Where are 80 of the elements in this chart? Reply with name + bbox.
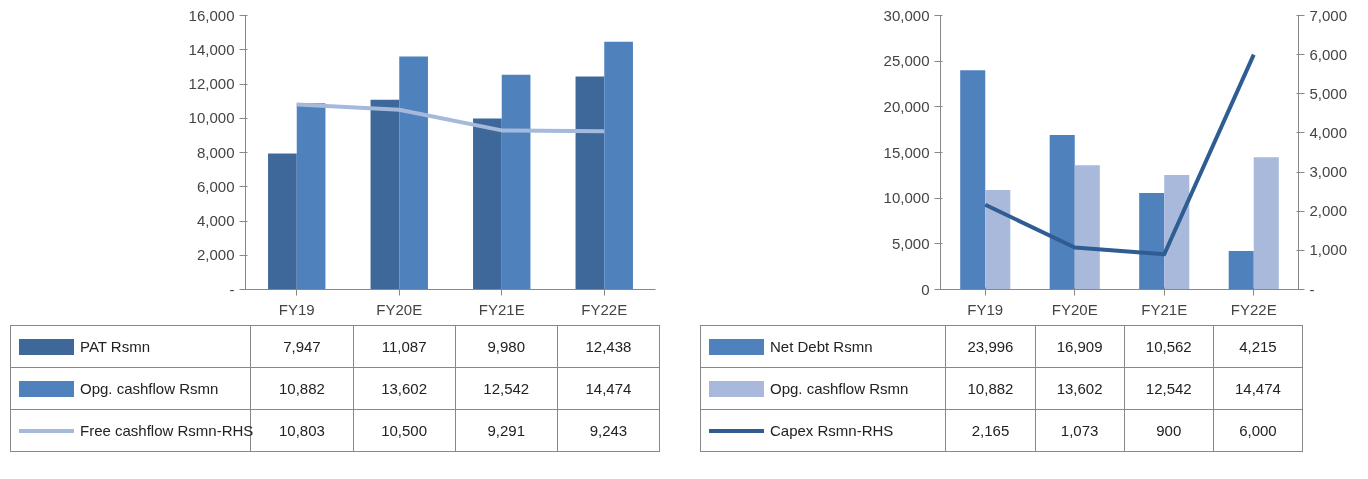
x-tick-label: FY21E: [478, 300, 525, 318]
x-tick-label: FY20E: [1051, 300, 1098, 318]
legend-label: Net Debt Rsmn: [770, 338, 873, 356]
data-label: 14,474: [1213, 367, 1303, 410]
data-label: 9,291: [455, 409, 558, 452]
data-label: 12,542: [1124, 367, 1214, 410]
y-tick-label: 8,000: [196, 143, 235, 161]
legend-label: Opg. cashflow Rsmn: [770, 380, 909, 398]
legend-label: Capex Rsmn-RHS: [770, 422, 894, 440]
bar: [399, 56, 428, 290]
y-tick-label: 5,000: [891, 234, 930, 252]
bar: [1049, 135, 1075, 290]
data-label: 16,909: [1035, 325, 1125, 368]
bar: [1164, 174, 1190, 290]
data-label: 23,996: [945, 325, 1036, 368]
bar: [985, 190, 1011, 290]
data-label: 7,947: [250, 325, 354, 368]
x-tick-label: FY20E: [376, 300, 423, 318]
legend-label: PAT Rsmn: [80, 338, 151, 356]
data-label: 9,980: [455, 325, 558, 368]
x-tick-label: FY19: [278, 300, 315, 318]
data-label: 10,562: [1124, 325, 1214, 368]
data-label: 12,542: [455, 367, 558, 410]
y2-tick-label: -: [1309, 280, 1315, 298]
legend-label: Free cashflow Rsmn-RHS: [80, 422, 254, 440]
bar: [501, 74, 531, 290]
data-label: 9,243: [557, 409, 660, 452]
y2-tick-label: 7,000: [1309, 6, 1348, 24]
y-tick-label: 20,000: [883, 97, 930, 115]
x-tick-label: FY22E: [581, 300, 628, 318]
x-tick-label: FY21E: [1141, 300, 1188, 318]
data-label: 10,803: [278, 421, 325, 439]
data-label: 900: [1124, 409, 1214, 452]
bar: [1074, 165, 1100, 290]
y-tick-label: 15,000: [883, 143, 930, 161]
data-label: 10,882: [945, 367, 1036, 410]
y2-tick-label: 1,000: [1309, 241, 1348, 259]
line-series: [983, 52, 1256, 257]
y2-tick-label: 5,000: [1309, 84, 1348, 102]
y-tick-label: -: [229, 280, 235, 298]
data-label: 10,500: [353, 409, 456, 452]
data-label: 14,474: [557, 367, 660, 410]
y2-tick-label: 6,000: [1309, 45, 1348, 63]
y-tick-label: 6,000: [196, 177, 235, 195]
data-label: 6,000: [1213, 409, 1303, 452]
y-tick-label: 10,000: [188, 109, 235, 127]
y-tick-label: 2,000: [196, 246, 235, 264]
y-tick-label: 12,000: [188, 75, 235, 92]
y-tick-label: 0: [921, 280, 930, 298]
y-tick-label: 25,000: [883, 52, 930, 70]
line-series: [294, 102, 607, 134]
y2-tick-label: 3,000: [1309, 163, 1348, 181]
y-tick-label: 14,000: [188, 40, 235, 58]
y-tick-label: 4,000: [196, 212, 235, 229]
x-tick-label: FY22E: [1230, 300, 1277, 318]
bar: [370, 99, 400, 290]
bar: [1139, 193, 1165, 290]
bar: [268, 153, 297, 290]
bar: [604, 41, 633, 290]
data-label: 1,073: [1035, 409, 1125, 452]
bar: [1253, 157, 1279, 290]
data-label: 4,215: [1213, 325, 1303, 368]
data-label: 13,602: [1035, 367, 1125, 410]
bar: [1228, 251, 1254, 290]
data-label: 10,882: [250, 367, 354, 410]
bar: [960, 70, 986, 290]
legend-label: Opg. cashflow Rsmn: [80, 380, 219, 398]
y-tick-label: 16,000: [188, 6, 235, 24]
bar: [296, 103, 326, 290]
data-label: 12,438: [557, 325, 660, 368]
data-label: 11,087: [353, 325, 456, 368]
data-label: 13,602: [353, 367, 456, 410]
data-label: 2,165: [945, 409, 1036, 452]
bar: [473, 118, 502, 290]
bar: [575, 76, 605, 290]
y-tick-label: 30,000: [883, 6, 930, 24]
y2-tick-label: 4,000: [1309, 123, 1348, 141]
x-tick-label: FY19: [967, 300, 1004, 318]
y-tick-label: 10,000: [883, 189, 930, 207]
y2-tick-label: 2,000: [1309, 202, 1348, 220]
